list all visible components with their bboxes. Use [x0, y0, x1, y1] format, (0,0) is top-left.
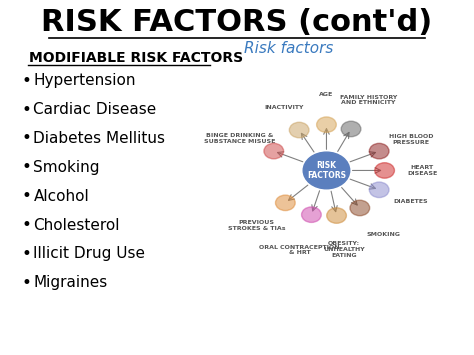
Text: •: • — [22, 72, 32, 90]
Text: DIABETES: DIABETES — [393, 199, 428, 204]
Circle shape — [369, 143, 389, 159]
Text: HEART
DISEASE: HEART DISEASE — [407, 165, 438, 176]
Text: •: • — [22, 100, 32, 119]
Circle shape — [301, 207, 321, 223]
Circle shape — [327, 208, 346, 223]
Text: INACTIVITY: INACTIVITY — [264, 105, 304, 110]
Text: Cholesterol: Cholesterol — [34, 218, 120, 233]
Text: Diabetes Mellitus: Diabetes Mellitus — [34, 131, 165, 146]
Text: MODIFIABLE RISK FACTORS: MODIFIABLE RISK FACTORS — [29, 51, 243, 65]
Circle shape — [350, 200, 370, 216]
Circle shape — [375, 163, 394, 178]
Circle shape — [275, 195, 295, 211]
Text: FAMILY HISTORY
AND ETHNICITY: FAMILY HISTORY AND ETHNICITY — [339, 94, 397, 105]
Text: ORAL CONTRACEPTION
& HRT: ORAL CONTRACEPTION & HRT — [259, 245, 340, 256]
Text: •: • — [22, 245, 32, 263]
Circle shape — [264, 143, 283, 159]
Text: •: • — [22, 187, 32, 205]
Text: •: • — [22, 158, 32, 176]
Text: AGE: AGE — [319, 92, 334, 97]
Text: •: • — [22, 130, 32, 147]
Text: RISK FACTORS (cont'd): RISK FACTORS (cont'd) — [41, 8, 433, 37]
Circle shape — [289, 122, 309, 138]
Text: OBESITY:
UNHEALTHY
EATING: OBESITY: UNHEALTHY EATING — [323, 241, 365, 258]
Circle shape — [369, 182, 389, 197]
Text: Risk factors: Risk factors — [244, 42, 333, 56]
Circle shape — [303, 152, 350, 189]
Text: SMOKING: SMOKING — [366, 232, 400, 237]
Text: Cardiac Disease: Cardiac Disease — [34, 102, 157, 117]
Text: Hypertension: Hypertension — [34, 73, 136, 88]
Text: BINGE DRINKING &
SUBSTANCE MISUSE: BINGE DRINKING & SUBSTANCE MISUSE — [204, 133, 275, 144]
Text: Migraines: Migraines — [34, 275, 108, 290]
Text: •: • — [22, 274, 32, 292]
Text: •: • — [22, 216, 32, 234]
Text: Illicit Drug Use: Illicit Drug Use — [34, 246, 146, 261]
Text: RISK
FACTORS: RISK FACTORS — [307, 161, 346, 180]
Text: Alcohol: Alcohol — [34, 189, 89, 204]
Circle shape — [341, 121, 361, 137]
Text: Smoking: Smoking — [34, 160, 100, 175]
Text: HIGH BLOOD
PRESSURE: HIGH BLOOD PRESSURE — [389, 134, 433, 145]
Circle shape — [317, 117, 337, 132]
Text: PREVIOUS
STROKES & TIAs: PREVIOUS STROKES & TIAs — [228, 220, 285, 231]
